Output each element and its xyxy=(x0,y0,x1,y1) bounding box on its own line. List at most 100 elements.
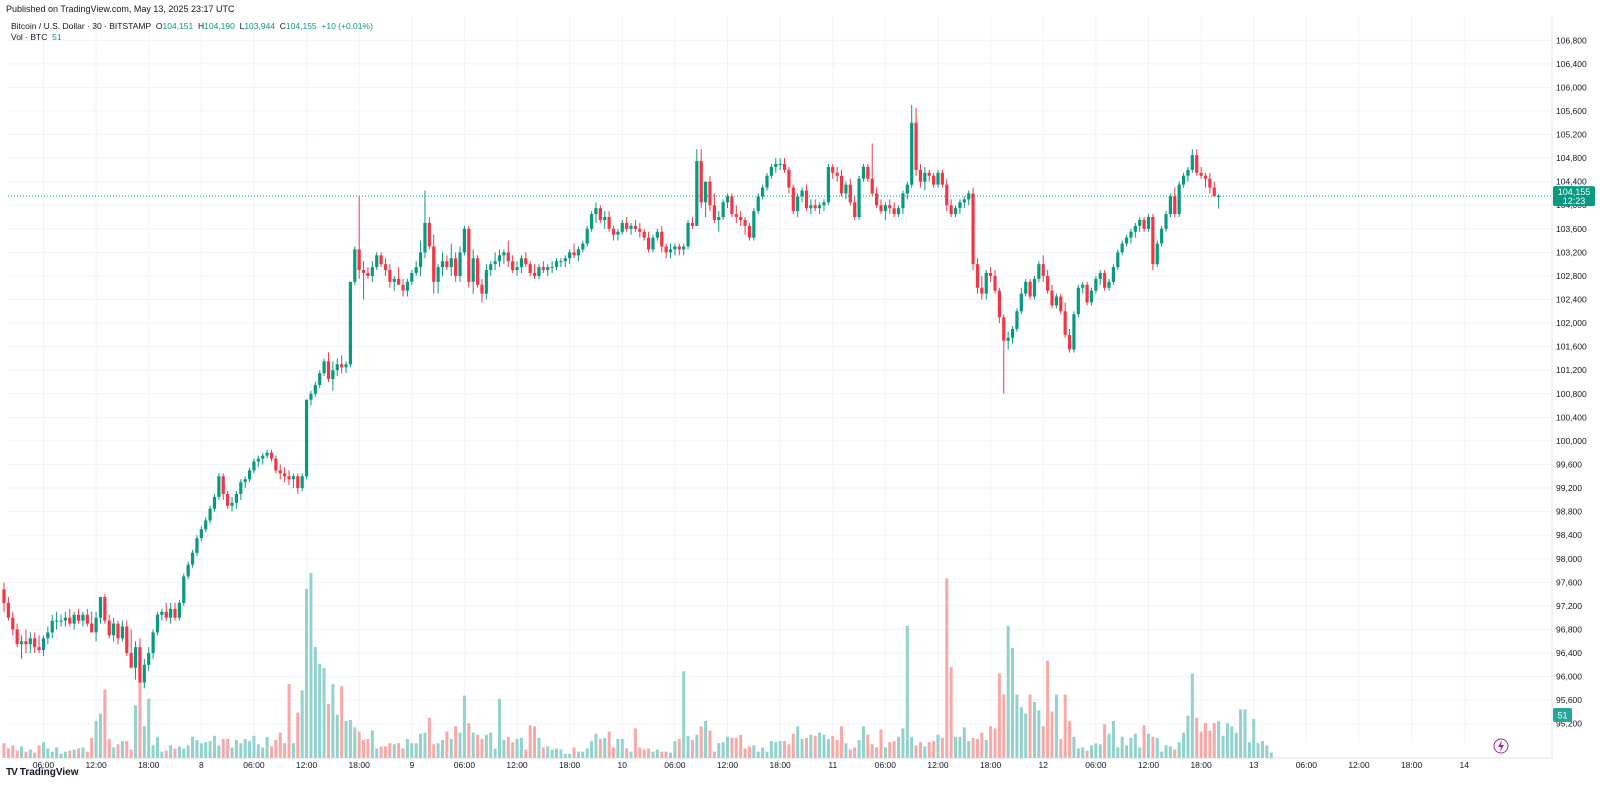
volume-bar xyxy=(98,713,102,758)
time-tick-label: 18:00 xyxy=(1401,760,1423,770)
candle-body xyxy=(392,278,396,282)
volume-bar xyxy=(63,751,67,758)
chart-legend: Bitcoin / U.S. Dollar · 30 · BITSTAMP O1… xyxy=(11,21,373,43)
candle-body xyxy=(107,620,111,636)
candle-body xyxy=(892,208,896,215)
volume-bar xyxy=(362,740,366,758)
volume-bar xyxy=(1173,749,1177,758)
candle-body xyxy=(484,270,488,294)
volume-bar xyxy=(888,742,892,758)
volume-bar xyxy=(155,736,159,758)
candle-body xyxy=(822,202,826,206)
volume-bar xyxy=(835,740,839,758)
candle-body xyxy=(839,175,844,194)
candle-body xyxy=(1199,172,1203,176)
candle-body xyxy=(173,608,177,618)
tradingview-logo[interactable]: TV TradingView xyxy=(6,767,79,778)
candle-body xyxy=(1019,293,1023,312)
volume-bar xyxy=(541,747,545,758)
volume-bar xyxy=(1151,736,1155,758)
candle-body xyxy=(554,261,559,268)
candle-body xyxy=(524,258,528,265)
candle-body xyxy=(230,502,234,506)
price-tick-label: 100,400 xyxy=(1556,412,1587,422)
candle-body xyxy=(1098,272,1102,279)
volume-bar xyxy=(493,748,497,758)
candle-body xyxy=(629,225,633,229)
candle-body xyxy=(914,122,918,170)
candle-body xyxy=(769,166,773,176)
volume-bar xyxy=(1019,707,1023,758)
volume-bar xyxy=(388,743,392,758)
volume-bar xyxy=(449,738,453,758)
volume-bar xyxy=(467,723,471,758)
volume-bar xyxy=(278,732,282,758)
candle-body xyxy=(879,205,883,212)
candle-body xyxy=(33,638,37,648)
volume-bar xyxy=(199,743,203,758)
volume-bar xyxy=(853,747,857,758)
candle-body xyxy=(247,470,252,480)
time-tick-label: 06:00 xyxy=(664,760,686,770)
candle-body xyxy=(1032,278,1037,297)
volume-bar xyxy=(954,736,958,758)
volume-bar xyxy=(283,743,287,758)
time-tick-label: 06:00 xyxy=(454,760,476,770)
candle-body xyxy=(344,364,348,368)
volume-bar xyxy=(980,732,984,758)
candle-body xyxy=(1072,314,1076,350)
candle-body xyxy=(603,217,607,220)
time-tick-label: 9 xyxy=(409,760,414,770)
candle-body xyxy=(546,267,550,271)
volume-bar xyxy=(1129,737,1133,758)
candle-body xyxy=(1094,278,1098,291)
volume-bar xyxy=(300,690,304,758)
candle-body xyxy=(1015,311,1019,329)
volume-bar xyxy=(778,741,782,758)
volume-bar xyxy=(160,751,164,758)
volume-bar xyxy=(370,730,374,758)
volume-bar xyxy=(77,748,81,758)
volume-bar xyxy=(1146,733,1150,758)
volume-bar xyxy=(511,742,515,758)
volume-bar xyxy=(1155,737,1159,758)
candle-body xyxy=(55,620,59,622)
volume-bar xyxy=(633,728,637,758)
volume-label: Vol · BTC xyxy=(11,32,48,42)
volume-bar xyxy=(892,741,896,758)
volume-bar xyxy=(905,625,909,758)
candle-body xyxy=(677,246,681,250)
candle-body xyxy=(835,172,839,176)
candle-body xyxy=(743,219,747,226)
candle-body xyxy=(6,602,10,618)
lightning-icon[interactable] xyxy=(1493,738,1509,754)
volume-bar xyxy=(94,721,98,758)
volume-bar xyxy=(708,730,712,758)
volume-badge-bg xyxy=(1553,708,1572,722)
time-tick-label: 18:00 xyxy=(559,760,581,770)
volume-bar xyxy=(677,738,681,758)
close-label: C xyxy=(279,21,286,31)
candle-body xyxy=(502,252,506,256)
volume-bar xyxy=(528,725,532,758)
volume-bar xyxy=(305,588,309,758)
volume-bar xyxy=(72,749,76,758)
volume-bar xyxy=(11,745,15,758)
candle-body xyxy=(15,629,19,645)
candle-body xyxy=(655,231,659,238)
price-tick-label: 100,800 xyxy=(1556,389,1587,399)
candle-body xyxy=(866,166,870,179)
volume-bar xyxy=(401,748,405,758)
volume-bar xyxy=(20,746,24,758)
time-tick-label: 8 xyxy=(199,760,204,770)
price-tick-label: 98,800 xyxy=(1556,507,1582,517)
candle-body xyxy=(46,632,50,639)
volume-bar xyxy=(6,748,10,758)
volume-bar xyxy=(870,744,874,758)
price-tick-label: 97,200 xyxy=(1556,601,1582,611)
volume-bar xyxy=(414,743,418,758)
volume-bar xyxy=(550,749,554,758)
volume-bar xyxy=(989,726,993,758)
volume-bar xyxy=(502,740,506,758)
